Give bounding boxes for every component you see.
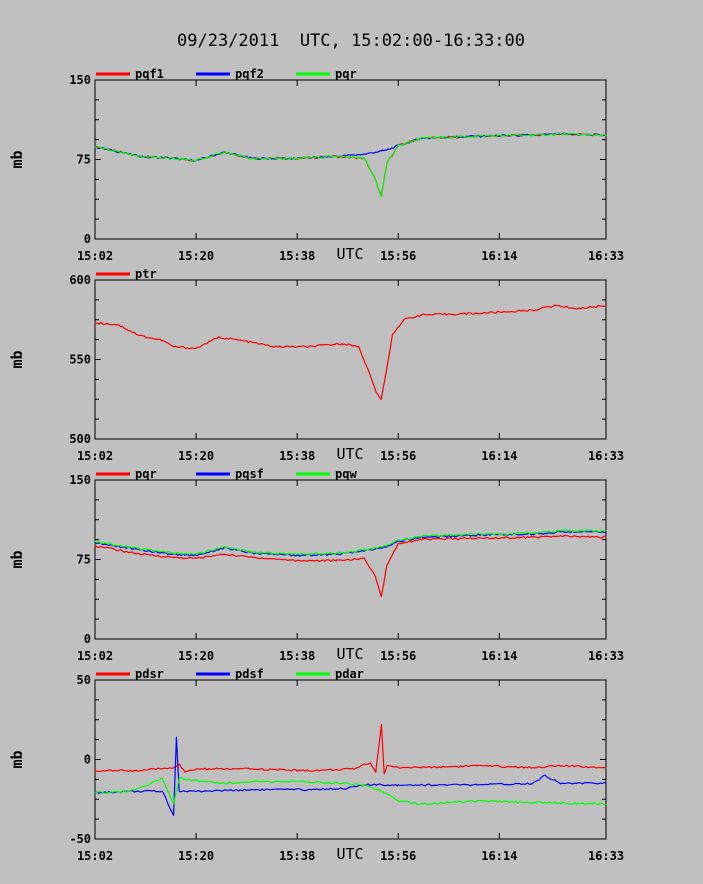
series-line-pqr (94, 534, 607, 598)
legend-label-pqf1: pqf1 (135, 67, 164, 81)
x-tick-label: 16:14 (481, 449, 517, 463)
legend-label-pqw: pqw (335, 467, 357, 481)
x-axis-label: UTC (336, 845, 363, 863)
plot-frame-1 (94, 79, 607, 240)
series-line-ptr (94, 304, 607, 400)
series-line-pdsf (94, 736, 607, 817)
x-axis-label: UTC (336, 445, 363, 463)
y-tick-label: -50 (69, 832, 91, 846)
x-tick-label: 15:38 (279, 249, 315, 263)
series-line-pqsf (94, 530, 607, 557)
plot-frame-4 (94, 679, 607, 840)
legend-label-pdar: pdar (335, 667, 364, 681)
x-tick-label: 15:02 (77, 249, 113, 263)
legend-label-pdsr: pdsr (135, 667, 164, 681)
series-line-pqr (94, 132, 607, 198)
legend-label-pdsf: pdsf (235, 667, 264, 681)
x-tick-label: 15:20 (178, 449, 214, 463)
x-tick-label: 15:56 (380, 249, 416, 263)
legend-label-pqr: pqr (335, 67, 357, 81)
x-tick-label: 16:33 (588, 849, 624, 863)
x-tick-label: 15:02 (77, 449, 113, 463)
plot-frame-3 (94, 479, 607, 640)
figure-title: 09/23/2011 UTC, 15:02:00-16:33:00 (177, 31, 525, 51)
y-tick-label: 75 (77, 153, 91, 167)
x-tick-label: 15:20 (178, 249, 214, 263)
y-axis-label: mb (8, 550, 26, 568)
plot-frame-2 (94, 279, 607, 440)
series-line-pdar (94, 777, 607, 806)
x-tick-label: 15:38 (279, 649, 315, 663)
x-tick-label: 16:33 (588, 449, 624, 463)
legend-label-pqsf: pqsf (235, 467, 264, 481)
x-tick-label: 15:38 (279, 849, 315, 863)
y-axis-label: mb (8, 750, 26, 768)
series-line-pqw (94, 529, 607, 556)
y-tick-label: 75 (77, 553, 91, 567)
x-tick-label: 15:20 (178, 649, 214, 663)
legend-label-pqf2: pqf2 (235, 67, 264, 81)
legend-label-pqr: pqr (135, 467, 157, 481)
y-tick-label: 550 (69, 353, 91, 367)
y-axis-label: mb (8, 350, 26, 368)
y-tick-label: 0 (84, 232, 91, 246)
y-tick-label: 600 (69, 273, 91, 287)
x-tick-label: 15:20 (178, 849, 214, 863)
x-tick-label: 16:33 (588, 249, 624, 263)
legend-label-ptr: ptr (135, 267, 157, 281)
y-tick-label: 0 (84, 753, 91, 767)
y-axis-label: mb (8, 150, 26, 168)
x-axis-label: UTC (336, 245, 363, 263)
x-tick-label: 15:02 (77, 849, 113, 863)
x-tick-label: 16:14 (481, 849, 517, 863)
x-tick-label: 15:56 (380, 649, 416, 663)
series-line-pdsr (94, 723, 607, 775)
series-line-pqf1 (94, 133, 607, 198)
x-tick-label: 15:56 (380, 849, 416, 863)
x-tick-label: 15:02 (77, 649, 113, 663)
y-tick-label: 150 (69, 73, 91, 87)
y-tick-label: 150 (69, 473, 91, 487)
x-tick-label: 15:38 (279, 449, 315, 463)
y-tick-label: 50 (77, 673, 91, 687)
x-tick-label: 15:56 (380, 449, 416, 463)
y-tick-label: 500 (69, 432, 91, 446)
x-tick-label: 16:33 (588, 649, 624, 663)
x-axis-label: UTC (336, 645, 363, 663)
x-tick-label: 16:14 (481, 649, 517, 663)
y-tick-label: 0 (84, 632, 91, 646)
x-tick-label: 16:14 (481, 249, 517, 263)
